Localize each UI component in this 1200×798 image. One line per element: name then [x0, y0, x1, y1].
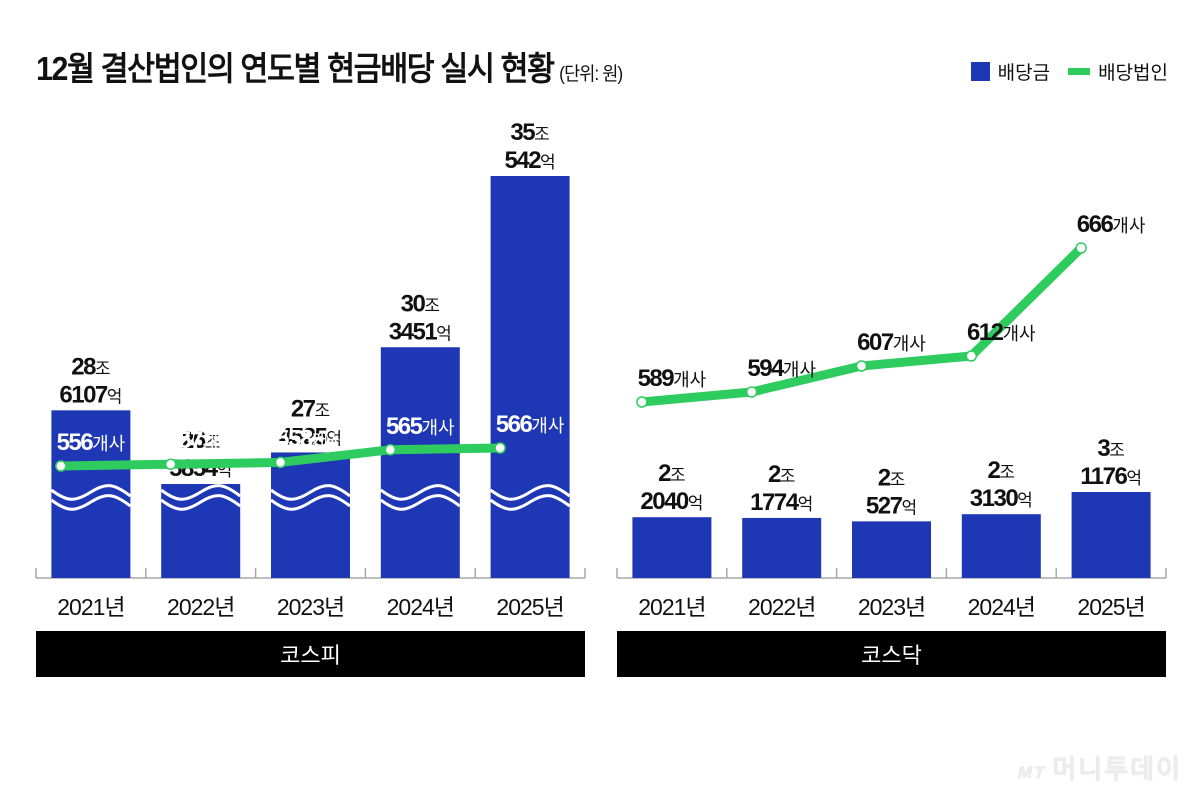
bar-kospi-2 [161, 483, 241, 578]
bar-kosdaq-5 [1071, 492, 1151, 578]
panel-label-kospi: 코스피 [36, 631, 585, 677]
bar-label-jo: 28조 [71, 353, 110, 380]
bar-kosdaq-2 [742, 517, 822, 578]
unit-label: (단위: 원) [559, 64, 623, 85]
bar-label-eok: 1774억 [750, 489, 813, 516]
axis-break-wave [50, 484, 132, 501]
line-point [745, 386, 758, 398]
line-point [1075, 242, 1087, 254]
watermark: MT 머니투데이 [1018, 749, 1182, 786]
legend: 배당금 배당법인 [970, 58, 1168, 85]
line-point-label: 607개사 [857, 329, 926, 356]
line-point [636, 396, 648, 408]
bar-label-jo: 3조 [1097, 435, 1125, 462]
x-tick-label: 2025년 [1077, 594, 1144, 620]
axis-break-wave [379, 494, 461, 511]
axis-break-wave [489, 494, 571, 511]
bar-label-eok: 527억 [866, 492, 917, 519]
x-tick-label: 2021년 [57, 594, 124, 620]
axis-break-wave [270, 484, 351, 501]
axis-break-wave [379, 484, 461, 501]
line-point-label: 556개사 [57, 429, 126, 456]
x-tick-label: 2022년 [748, 594, 815, 620]
axis-break-wave [270, 494, 351, 511]
bar-label-jo: 2조 [988, 457, 1016, 484]
legend-bar-swatch [970, 62, 990, 81]
bar-label-jo: 2조 [878, 464, 906, 491]
bar-kospi-3 [271, 452, 350, 578]
bar-kosdaq-3 [852, 521, 931, 578]
line-point-label: 666개사 [1077, 211, 1146, 238]
line-point-label: 594개사 [747, 355, 816, 382]
bar-label-jo: 27조 [291, 395, 330, 422]
bar-label-jo: 30조 [401, 290, 440, 317]
line-point-label: 612개사 [967, 319, 1036, 346]
x-tick-label: 2024년 [387, 594, 454, 620]
line-point [164, 458, 177, 470]
bar-kosdaq-1 [632, 517, 712, 578]
bar-label-jo: 26조 [181, 427, 220, 454]
axis-break-wave [489, 484, 571, 501]
legend-line-label: 배당법인 [1098, 63, 1168, 84]
bar-label-eok: 1176억 [1080, 463, 1142, 490]
x-tick-label: 2024년 [968, 594, 1035, 620]
x-tick-label: 2021년 [638, 594, 705, 620]
legend-line-swatch [1068, 68, 1091, 75]
x-tick-label: 2025년 [496, 594, 563, 620]
x-tick-label: 2022년 [167, 594, 234, 620]
axis-break-wave [160, 494, 242, 511]
line-point-label: 565개사 [386, 413, 455, 440]
title-text: 12월 결산법인의 연도별 현금배당 실시 현황 [36, 50, 555, 87]
axis-break-wave [50, 494, 132, 511]
line-point-label: 557개사 [166, 427, 235, 454]
bar-label-jo: 35조 [510, 119, 549, 146]
axis-break-wave [160, 484, 242, 501]
bar-label-jo: 2조 [658, 460, 686, 487]
line-point [494, 442, 506, 454]
bar-kospi-4 [380, 347, 460, 578]
line-point [55, 460, 67, 472]
bar-label-eok: 2040억 [640, 488, 703, 515]
bar-kospi-5 [490, 176, 570, 578]
watermark-mark: MT [1017, 763, 1047, 782]
legend-bar-label: 배당금 [997, 63, 1051, 84]
line-point-label: 589개사 [638, 365, 707, 392]
line-point-label: 566개사 [496, 411, 565, 438]
line-point-label: 558개사 [276, 425, 345, 452]
line-point [274, 456, 287, 469]
bar-kospi-1 [51, 410, 131, 578]
bar-label-eok: 542억 [505, 147, 556, 174]
chart-title: 12월 결산법인의 연도별 현금배당 실시 현황 (단위: 원) [36, 42, 623, 90]
bar-label-jo: 2조 [768, 461, 796, 488]
x-tick-label: 2023년 [858, 594, 925, 620]
bar-kosdaq-4 [961, 514, 1041, 578]
bar-label-eok: 3130억 [970, 485, 1033, 512]
watermark-name: 머니투데이 [1052, 754, 1182, 784]
x-tick-label: 2023년 [277, 594, 344, 620]
bar-label-eok: 4525억 [279, 423, 342, 450]
line-point [965, 350, 978, 362]
panel-label-kosdaq: 코스닥 [617, 631, 1166, 677]
bar-label-eok: 3451억 [389, 318, 452, 345]
bar-label-eok: 6107억 [59, 381, 122, 408]
line-point [855, 360, 868, 372]
line-point [384, 444, 397, 456]
